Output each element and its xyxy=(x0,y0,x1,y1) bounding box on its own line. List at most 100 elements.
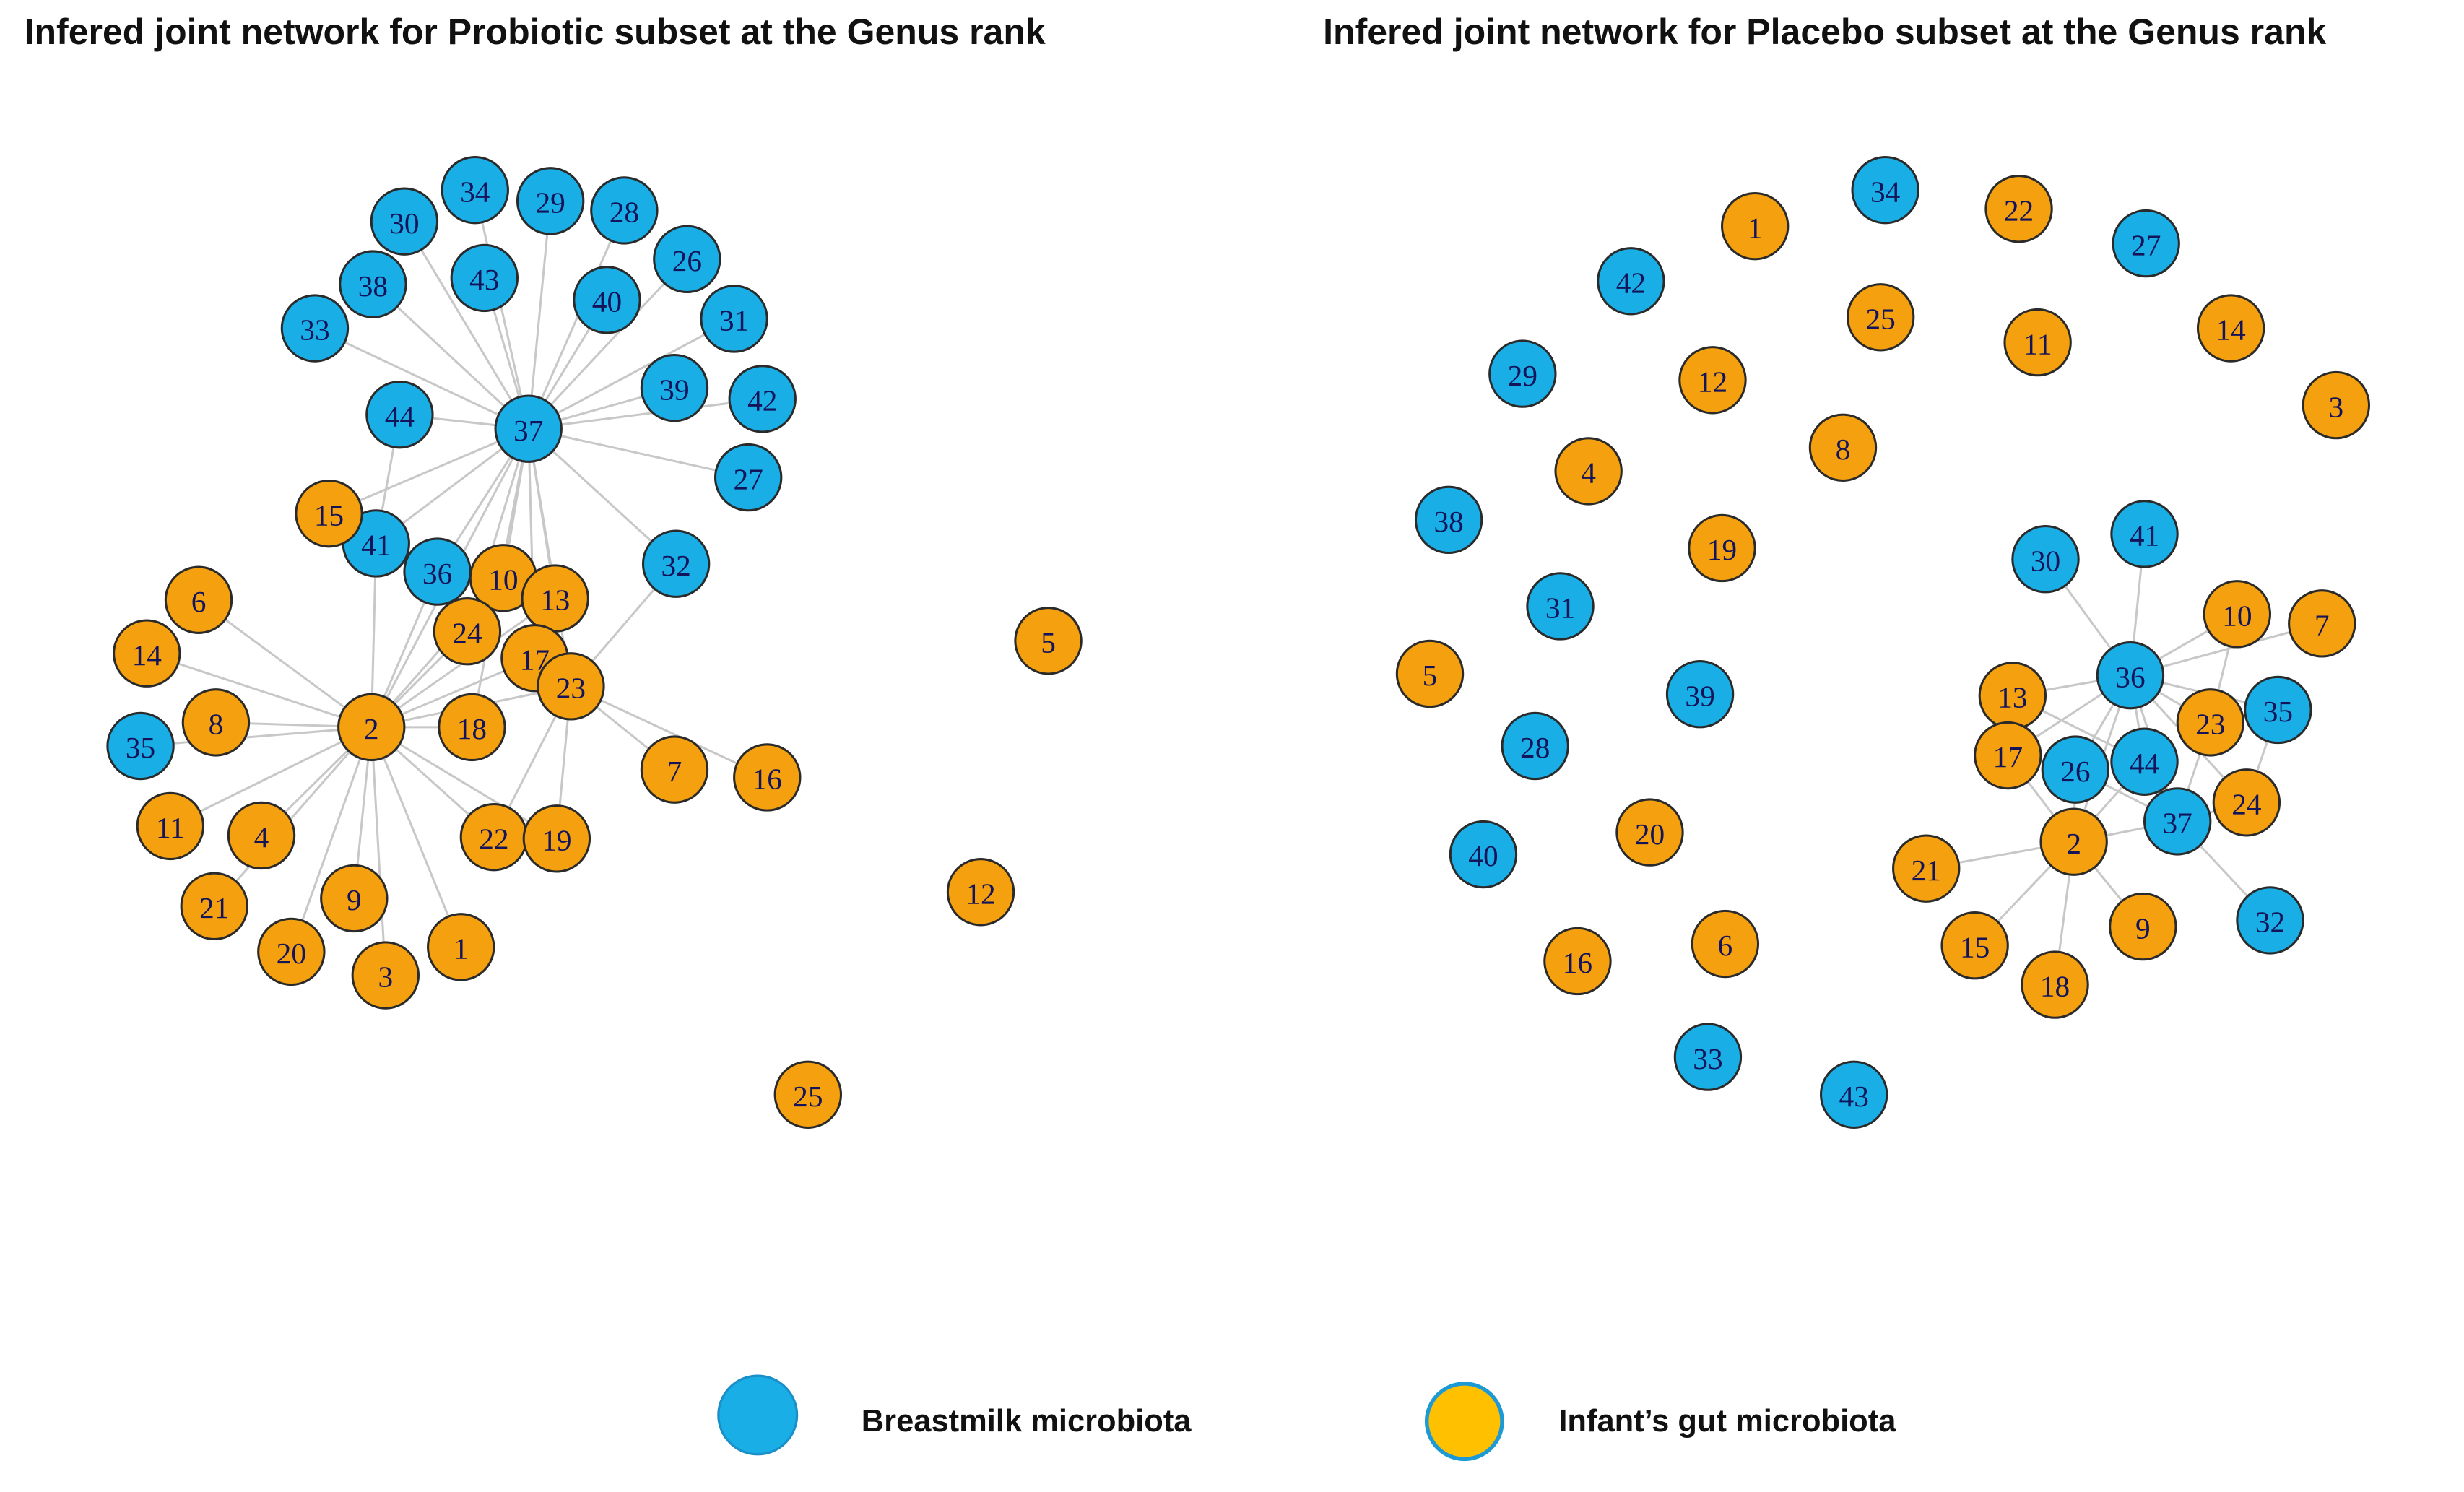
node xyxy=(537,652,605,721)
node-label: 22 xyxy=(2004,194,2034,227)
network-title: Infered joint network for Probiotic subs… xyxy=(25,12,1046,52)
legend-swatch xyxy=(717,1374,799,1456)
legend-label: Infant’s gut microbiota xyxy=(1558,1404,1896,1439)
node xyxy=(1414,485,1483,555)
node-label: 8 xyxy=(1836,433,1851,466)
node-label: 9 xyxy=(2135,911,2151,945)
node-label: 13 xyxy=(540,584,570,617)
node-label: 35 xyxy=(126,731,155,764)
node-label: 22 xyxy=(479,822,508,855)
node-label: 39 xyxy=(659,373,689,406)
node-label: 36 xyxy=(2115,660,2145,693)
node-label: 36 xyxy=(422,557,452,590)
node-label: 34 xyxy=(460,175,490,208)
node-label: 44 xyxy=(2130,747,2160,780)
edge xyxy=(403,220,530,430)
node-label: 5 xyxy=(1423,659,1438,692)
node xyxy=(365,380,434,449)
node xyxy=(1808,413,1878,482)
node-label: 40 xyxy=(592,285,622,318)
edge xyxy=(328,428,529,515)
node-label: 11 xyxy=(156,811,185,844)
node-label: 25 xyxy=(1866,302,1896,335)
edge xyxy=(527,258,688,430)
node xyxy=(2112,209,2180,278)
node-label: 16 xyxy=(1563,946,1592,979)
node-label: 27 xyxy=(734,462,763,495)
node-label: 41 xyxy=(2130,519,2159,552)
edge xyxy=(370,727,387,976)
edge xyxy=(198,599,373,729)
node xyxy=(2143,787,2212,856)
node xyxy=(946,858,1015,927)
node xyxy=(1554,437,1623,506)
node xyxy=(339,250,407,318)
node-label: 23 xyxy=(2195,708,2225,741)
node xyxy=(370,187,439,256)
node xyxy=(280,294,350,363)
node xyxy=(1488,339,1557,408)
node xyxy=(164,565,233,634)
edge xyxy=(527,201,552,429)
node-label: 35 xyxy=(2263,695,2293,728)
node xyxy=(590,176,659,245)
node-label: 1 xyxy=(454,932,469,966)
node xyxy=(180,872,248,941)
node xyxy=(2196,294,2265,363)
node xyxy=(1820,1060,1888,1129)
node-label: 28 xyxy=(610,196,639,229)
node xyxy=(427,913,495,981)
node-label: 43 xyxy=(469,263,499,296)
node xyxy=(2021,950,2089,1019)
node-label: 18 xyxy=(2040,970,2070,1003)
node-label: 5 xyxy=(1041,625,1056,659)
node-label: 21 xyxy=(199,891,229,924)
node xyxy=(1597,247,1665,316)
node xyxy=(1940,911,2009,980)
node-label: 23 xyxy=(556,672,586,705)
node-label: 15 xyxy=(314,498,344,532)
node-label: 24 xyxy=(2231,787,2262,820)
node xyxy=(1892,834,1961,903)
node-label: 19 xyxy=(1707,533,1737,566)
node-label: 29 xyxy=(1508,359,1537,392)
edge xyxy=(372,283,529,430)
node-label: 27 xyxy=(2131,228,2161,261)
node xyxy=(1974,721,2042,790)
node-label: 37 xyxy=(2163,807,2192,840)
node xyxy=(257,917,326,986)
edge xyxy=(170,726,372,828)
edge xyxy=(370,727,462,947)
node xyxy=(441,155,509,225)
node xyxy=(653,225,721,294)
node xyxy=(1688,513,1756,583)
node-label: 19 xyxy=(542,823,571,856)
node xyxy=(573,266,641,334)
node-label: 7 xyxy=(2315,609,2330,642)
node-label: 30 xyxy=(389,207,419,240)
node-label: 15 xyxy=(1960,930,1990,963)
edge xyxy=(213,726,373,907)
node-label: 26 xyxy=(2060,755,2090,788)
node xyxy=(2041,735,2110,804)
node xyxy=(1678,346,1747,415)
node-label: 21 xyxy=(1912,854,1941,887)
node xyxy=(2288,589,2356,658)
node xyxy=(2110,500,2179,568)
node-label: 7 xyxy=(667,755,682,788)
node xyxy=(733,743,802,812)
node-label: 10 xyxy=(488,563,518,596)
node xyxy=(2011,525,2080,594)
node xyxy=(640,735,709,804)
node-label: 40 xyxy=(1468,839,1498,872)
node xyxy=(136,791,205,861)
node xyxy=(713,443,783,512)
edge xyxy=(314,327,529,430)
edge xyxy=(527,209,625,430)
edge xyxy=(528,428,749,479)
node-label: 2 xyxy=(2066,827,2081,860)
node-label: 25 xyxy=(793,1080,823,1113)
node-label: 42 xyxy=(1616,266,1646,299)
node xyxy=(2110,727,2179,796)
